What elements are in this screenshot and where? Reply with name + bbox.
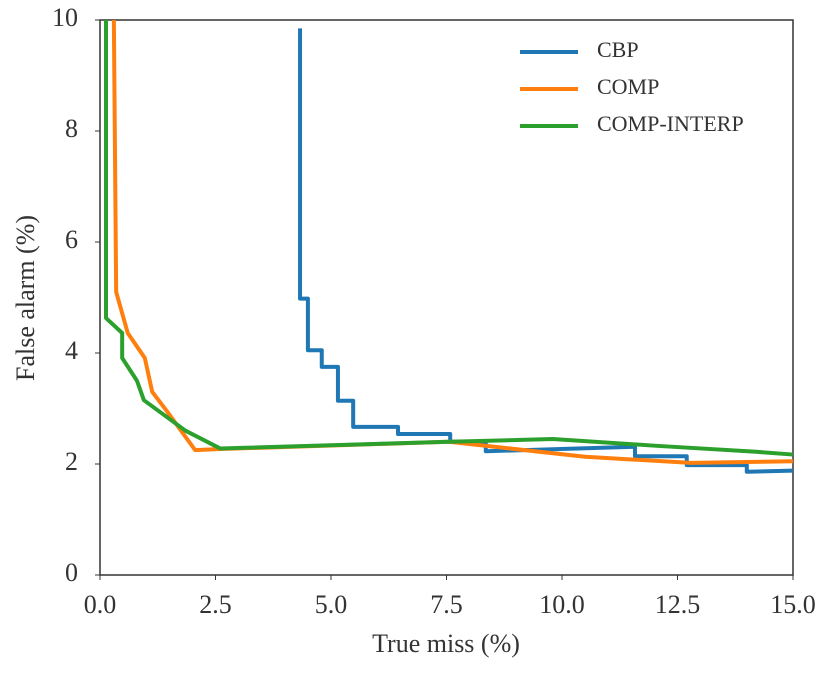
y-tick-label: 6 (65, 225, 78, 254)
legend-label: CBP (597, 37, 639, 62)
legend-label: COMP (597, 74, 659, 99)
x-tick-label: 10.0 (539, 590, 585, 619)
y-tick-label: 8 (65, 114, 78, 143)
y-tick-label: 10 (52, 3, 78, 32)
series-line (111, 19, 794, 465)
y-tick-label: 2 (65, 447, 78, 476)
y-tick-label: 0 (65, 558, 78, 587)
series-line (298, 28, 794, 474)
x-tick-label: 5.0 (315, 590, 348, 619)
x-tick-label: 0.0 (84, 590, 117, 619)
x-axis-label: True miss (%) (372, 629, 520, 658)
plot-frame (99, 19, 794, 576)
series-line (104, 20, 794, 457)
x-tick-label: 15.0 (770, 590, 816, 619)
y-axis-label: False alarm (%) (11, 215, 40, 381)
x-tick-label: 2.5 (199, 590, 232, 619)
y-tick-label: 4 (65, 336, 78, 365)
x-tick-label: 7.5 (430, 590, 463, 619)
x-tick-label: 12.5 (655, 590, 701, 619)
legend-label: COMP-INTERP (597, 111, 744, 136)
